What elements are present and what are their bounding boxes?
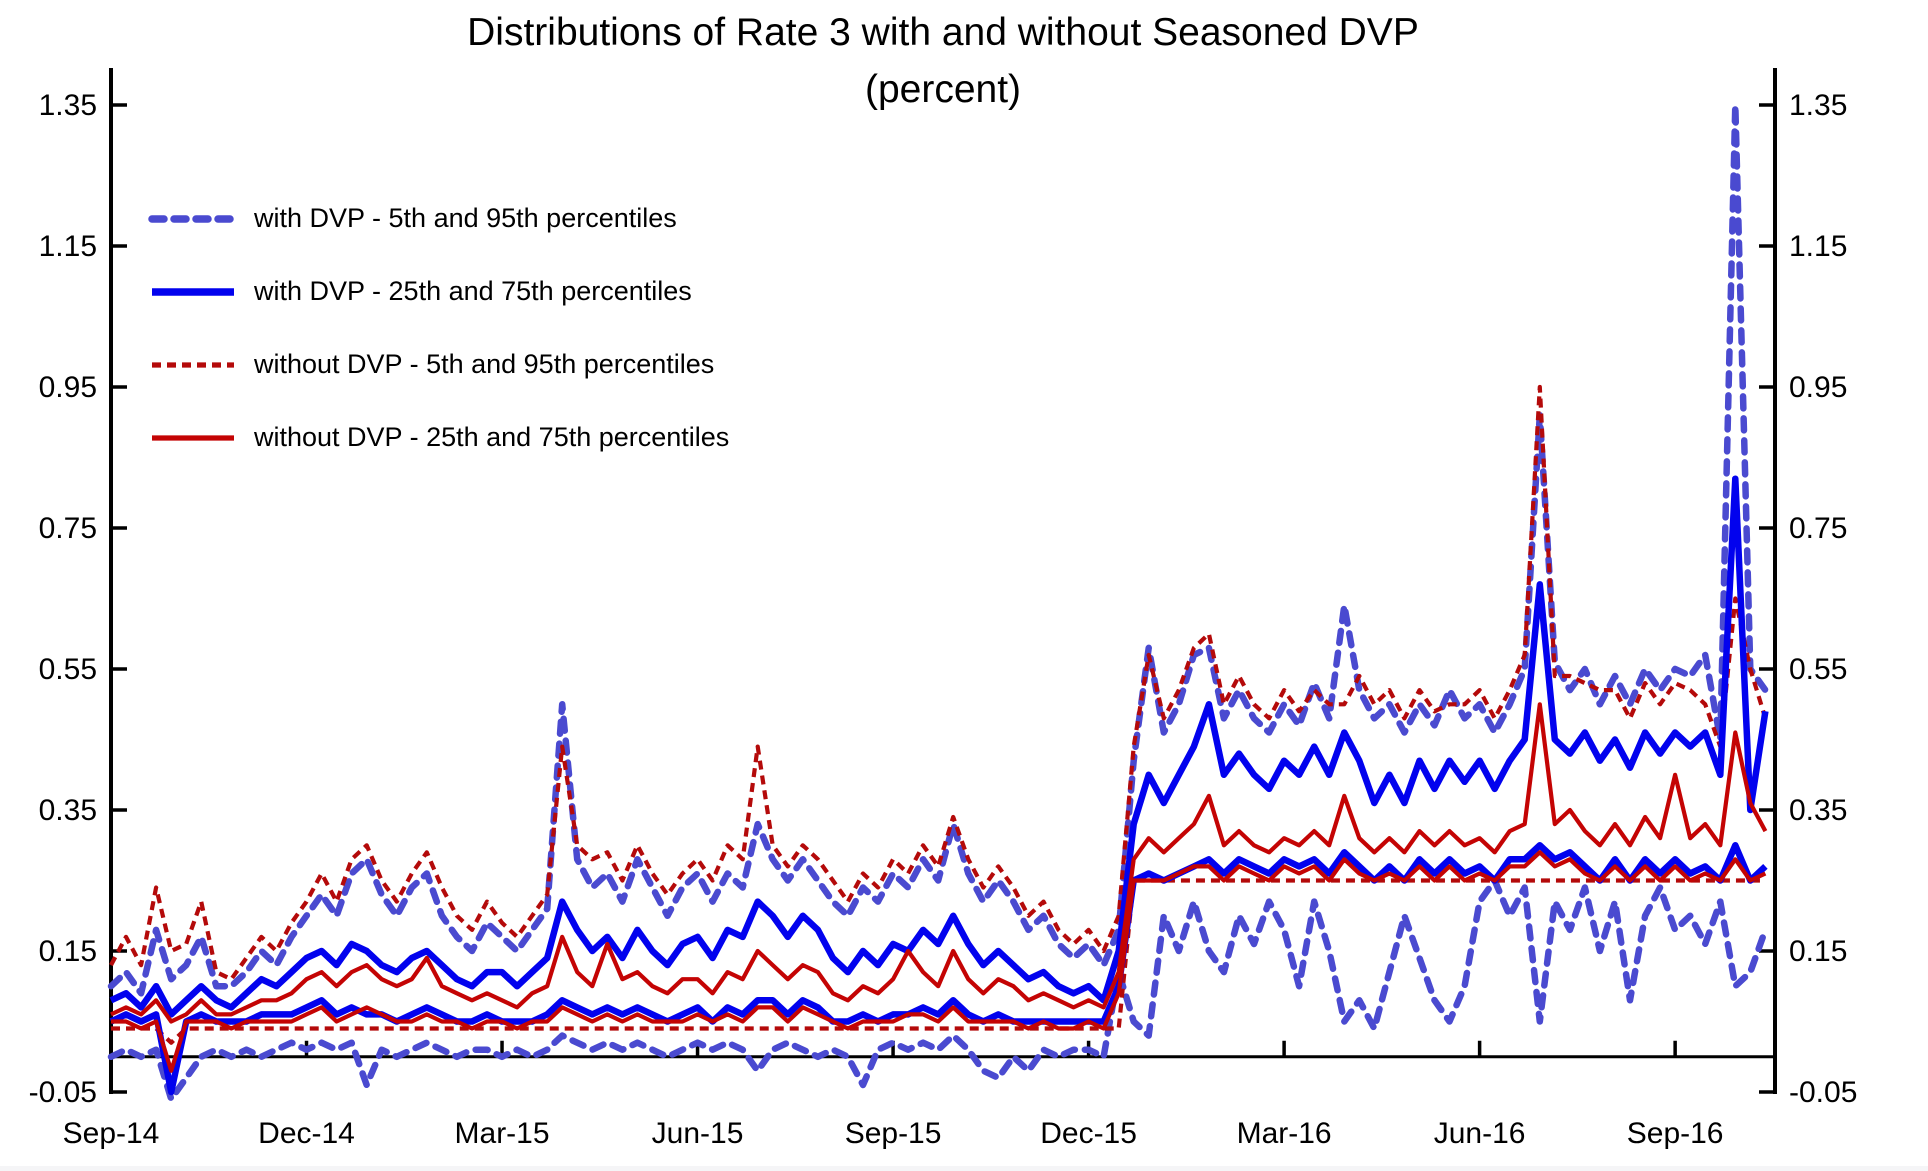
chart-title-line1: Distributions of Rate 3 with and without… bbox=[467, 11, 1419, 54]
legend-swatch-with-dvp-inner-line bbox=[152, 287, 234, 296]
chart-legend: with DVP - 5th and 95th percentiles with … bbox=[148, 182, 729, 474]
legend-item-label: without DVP - 5th and 95th percentiles bbox=[254, 349, 715, 379]
x-tick-label: Jun-16 bbox=[1434, 1117, 1526, 1150]
y-tick-label-left: -0.05 bbox=[29, 1076, 97, 1109]
x-tick-label: Sep-15 bbox=[845, 1117, 942, 1150]
legend-item-label: with DVP - 5th and 95th percentiles bbox=[254, 203, 677, 233]
x-tick-label: Sep-14 bbox=[63, 1117, 160, 1150]
series-without-dvp-95th-percentile bbox=[109, 384, 1768, 982]
y-tick-label-left: 1.35 bbox=[39, 89, 97, 122]
y-tick-label-left: 0.75 bbox=[39, 512, 97, 545]
y-tick-label-right: 0.75 bbox=[1789, 512, 1847, 545]
legend-item-label: with DVP - 25th and 75th percentiles bbox=[254, 276, 692, 306]
chart-title: Distributions of Rate 3 with and without… bbox=[111, 4, 1775, 118]
legend-item-label: without DVP - 25th and 75th percentiles bbox=[254, 422, 730, 452]
legend-item: with DVP - 25th and 75th percentiles bbox=[148, 255, 729, 328]
series-without-dvp-75th-percentile bbox=[110, 702, 1768, 1024]
y-tick-label-right: 1.35 bbox=[1789, 89, 1847, 122]
series-with-dvp-5th-percentile bbox=[107, 877, 1769, 1103]
x-tick-label: Dec-15 bbox=[1040, 1117, 1137, 1150]
series-without-dvp-5th-percentile bbox=[111, 878, 1766, 1045]
x-tick-label: Dec-14 bbox=[258, 1117, 355, 1150]
page-edge bbox=[0, 1166, 1928, 1171]
y-tick-label-right: 0.35 bbox=[1789, 794, 1847, 827]
y-tick-label-right: 1.15 bbox=[1789, 230, 1847, 263]
legend-item: with DVP - 5th and 95th percentiles bbox=[148, 182, 729, 255]
x-tick-label: Mar-16 bbox=[1237, 1117, 1332, 1150]
series-without-dvp-25th-percentile bbox=[111, 850, 1767, 1073]
chart-title-line2: (percent) bbox=[864, 68, 1022, 111]
y-tick-label-right: 0.55 bbox=[1789, 653, 1847, 686]
y-tick-label-left: 0.35 bbox=[39, 794, 97, 827]
y-tick-label-left: 1.15 bbox=[39, 230, 97, 263]
x-tick-label: Sep-16 bbox=[1627, 1117, 1724, 1150]
legend-item: without DVP - 5th and 95th percentiles bbox=[148, 328, 729, 401]
legend-swatch-with-dvp-outer-line bbox=[148, 214, 238, 223]
y-tick-label-left: 0.55 bbox=[39, 653, 97, 686]
series-with-dvp-95th-percentile bbox=[107, 101, 1769, 997]
x-tick-label: Mar-15 bbox=[455, 1117, 550, 1150]
legend-swatch-without-dvp-inner-line bbox=[152, 434, 234, 441]
x-tick-label: Jun-15 bbox=[652, 1117, 744, 1150]
legend-item: without DVP - 25th and 75th percentiles bbox=[148, 401, 729, 474]
y-tick-label-right: 0.15 bbox=[1789, 935, 1847, 968]
y-tick-label-right: -0.05 bbox=[1789, 1076, 1857, 1109]
y-tick-label-right: 0.95 bbox=[1789, 371, 1847, 404]
legend-swatch-without-dvp-outer-line bbox=[152, 361, 234, 368]
y-tick-label-left: 0.15 bbox=[39, 935, 97, 968]
y-tick-label-left: 0.95 bbox=[39, 371, 97, 404]
series-with-dvp-75th-percentile bbox=[109, 475, 1769, 1018]
